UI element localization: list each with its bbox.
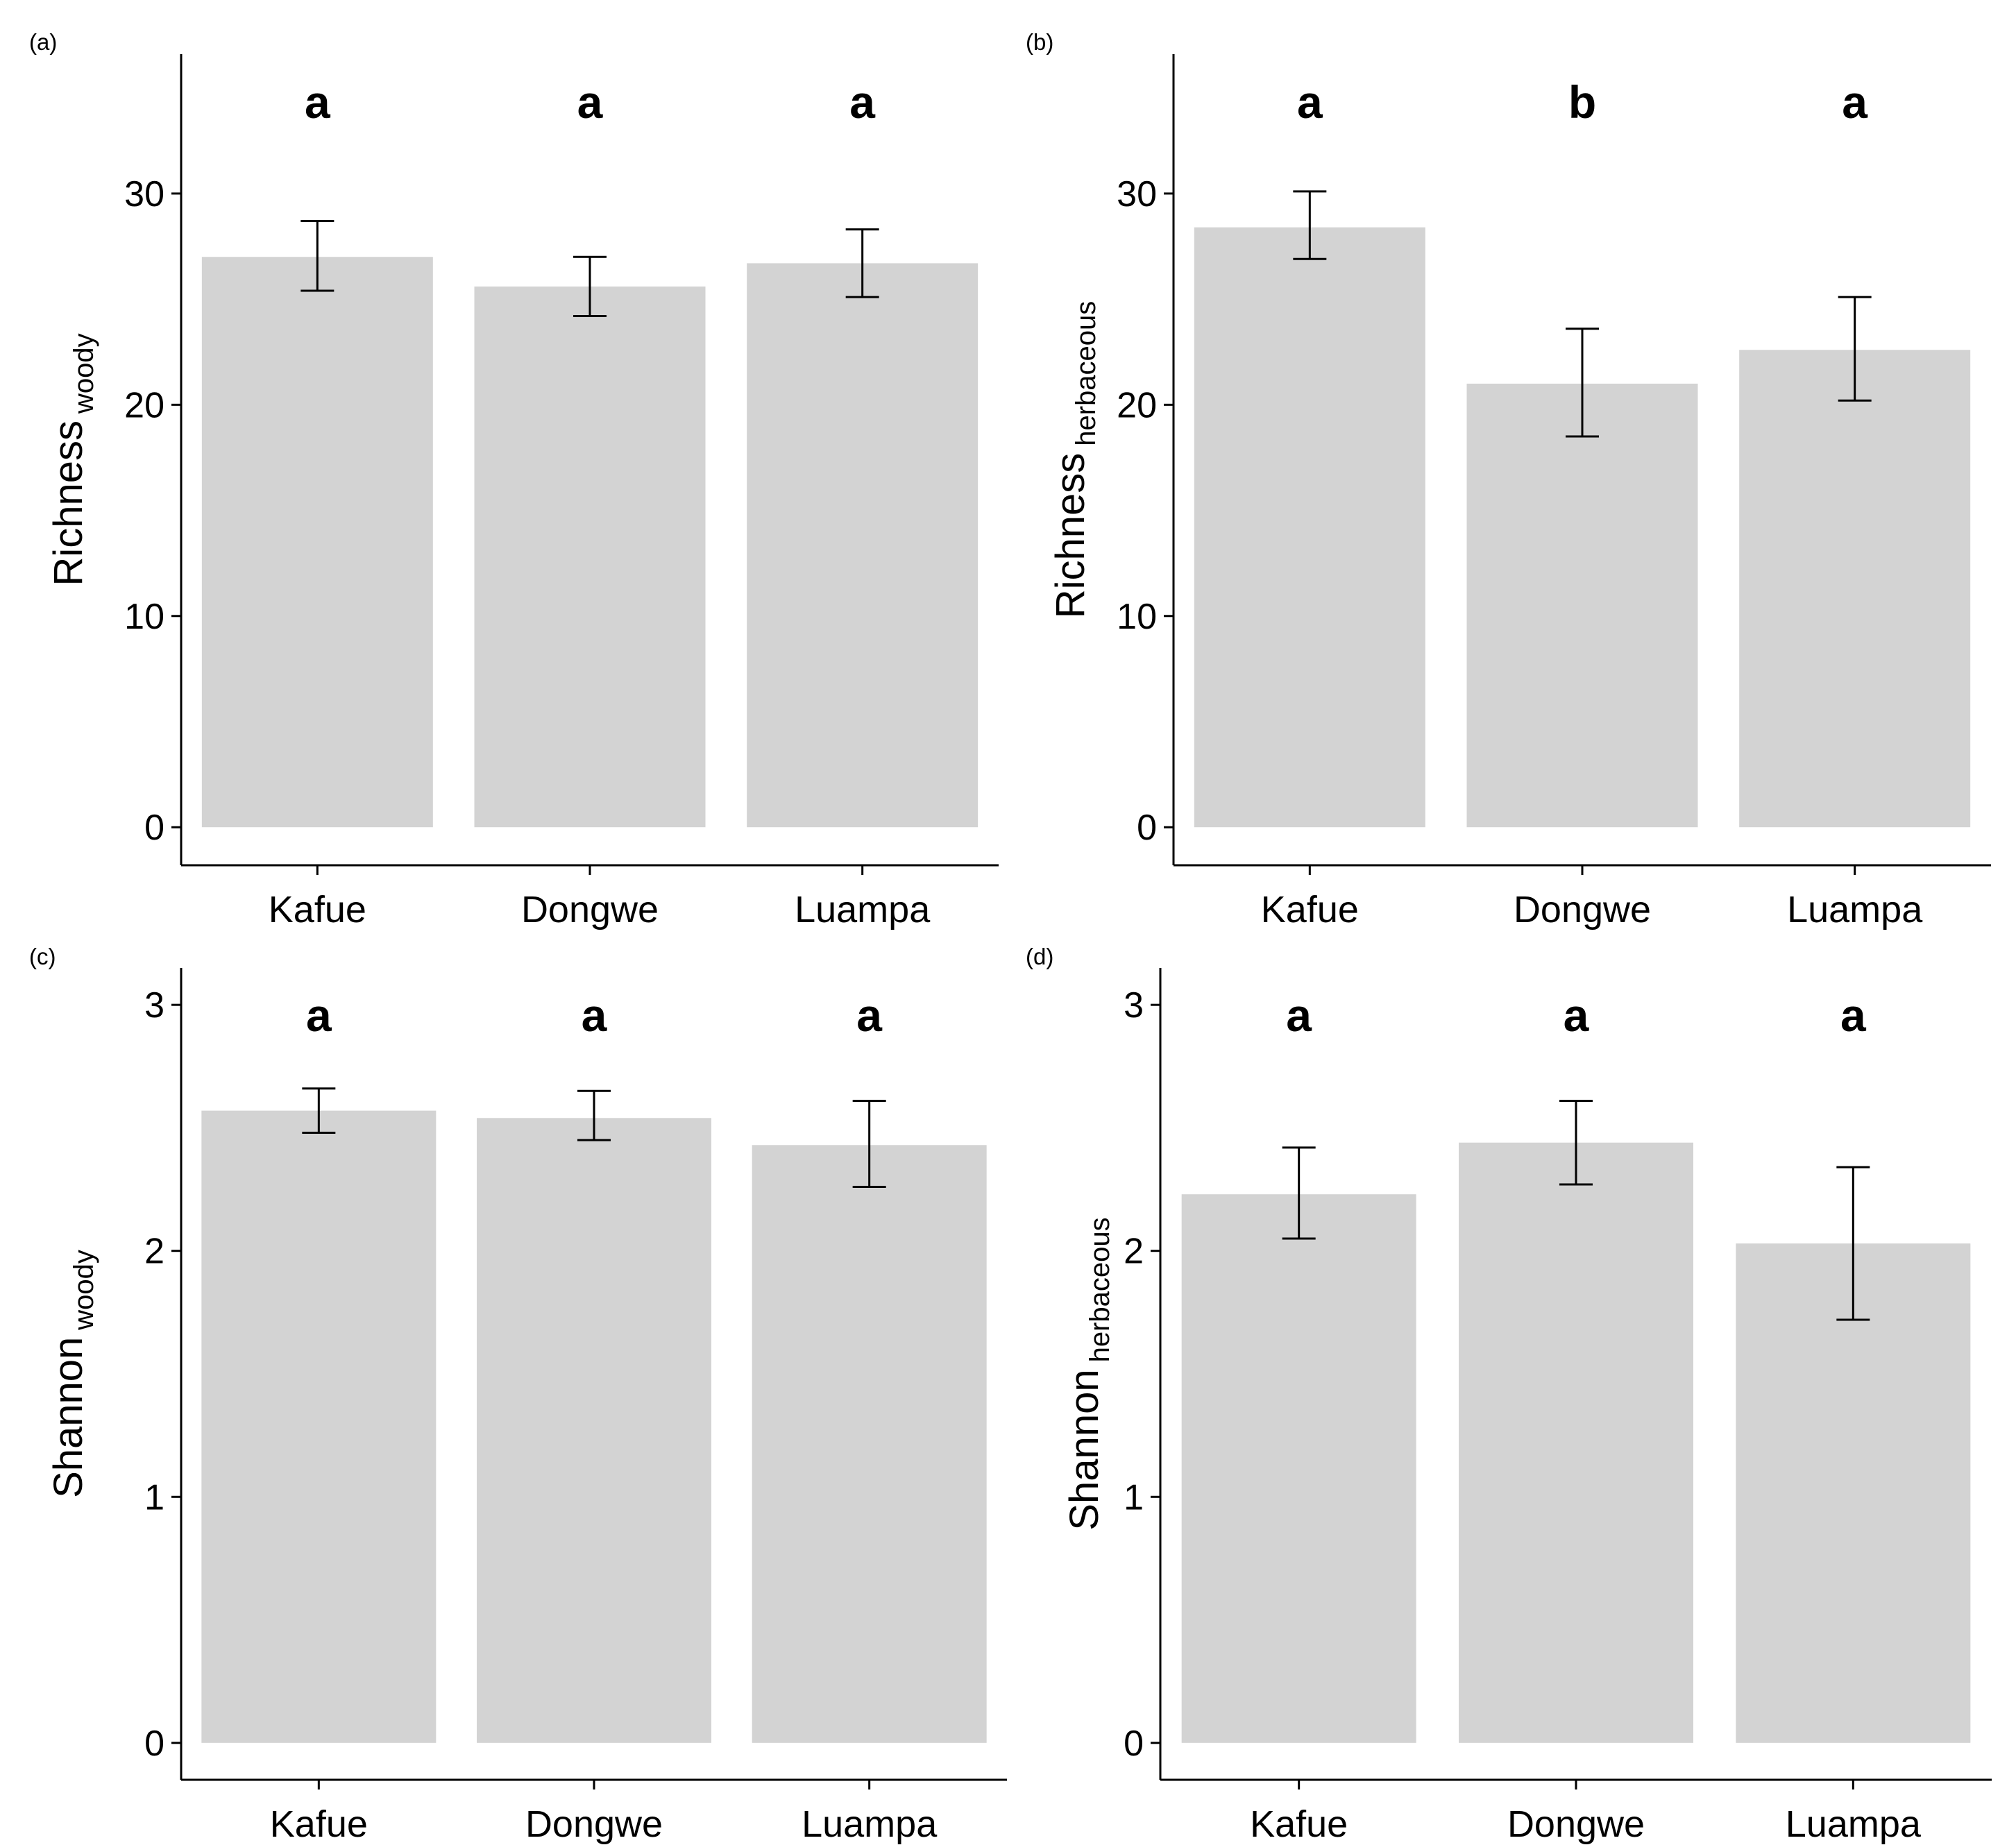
- y-axis-title: Shannon woody: [46, 1250, 99, 1498]
- y-tick-label: 2: [144, 1232, 164, 1272]
- y-axis-title-subscript: herbaceous: [1071, 301, 1101, 446]
- panel-label: (d): [1026, 944, 1053, 969]
- error-bar-dongwe: [577, 1089, 611, 1141]
- y-tick-label: 1: [144, 1477, 164, 1517]
- x-tick-label: Dongwe: [1514, 889, 1651, 930]
- x-tick-label: Kafue: [1250, 1803, 1348, 1845]
- error-bar-dongwe: [1566, 328, 1599, 438]
- y-tick-label: 0: [1137, 808, 1157, 848]
- x-tick-label: Kafue: [270, 1803, 368, 1845]
- x-tick-label: Luampa: [1786, 1803, 1922, 1845]
- y-tick-label: 30: [1117, 174, 1157, 214]
- bar-dongwe: [477, 1118, 711, 1743]
- y-axis-title: Richness woody: [46, 333, 99, 586]
- bar-kafue: [1194, 227, 1425, 828]
- y-tick-label: 3: [1124, 985, 1144, 1026]
- error-bar-kafue: [1293, 190, 1327, 260]
- y-tick-label: 10: [124, 597, 164, 637]
- significance-letter: b: [1568, 76, 1596, 128]
- y-tick-label: 10: [1117, 597, 1157, 637]
- y-tick-label: 3: [144, 985, 164, 1026]
- panel-d: (d) a a a 0 1 2 3 Kafue Dongwe Luampa Shannon herbac…: [1026, 944, 1992, 1845]
- significance-letter: a: [1564, 989, 1590, 1041]
- error-bar-dongwe: [573, 255, 607, 317]
- y-tick-label: 0: [1124, 1724, 1144, 1764]
- x-tick-label: Dongwe: [521, 889, 659, 930]
- y-axis-title-subscript: woody: [69, 333, 99, 414]
- bar-dongwe: [1459, 1142, 1693, 1743]
- significance-letter: a: [306, 989, 332, 1041]
- error-bar-kafue: [300, 219, 334, 292]
- x-tick-label: Luampa: [795, 889, 931, 930]
- error-bar-kafue: [302, 1087, 336, 1134]
- y-axis-title-subscript: woody: [69, 1250, 99, 1331]
- x-tick-label: Luampa: [1787, 889, 1923, 930]
- significance-letter: a: [1842, 76, 1868, 128]
- significance-letter: a: [305, 76, 331, 128]
- y-tick-label: 0: [144, 1724, 164, 1764]
- error-bar-dongwe: [1559, 1099, 1593, 1186]
- panel-c: (c) a a a 0 1 2 3 Kafue Dongwe Luampa Shannon woody: [29, 944, 1007, 1845]
- panel-a: (a) a a a 0 10 20 30 Kafue Dongwe Luampa Richness wo…: [29, 29, 999, 930]
- y-axis-title-main: Richness: [1048, 453, 1093, 619]
- error-bar-kafue: [1282, 1146, 1316, 1240]
- y-axis-title-main: Richness: [46, 420, 91, 586]
- significance-letter: a: [856, 989, 883, 1041]
- y-axis-title: Shannon herbaceous: [1062, 1217, 1115, 1530]
- y-tick-label: 0: [144, 808, 164, 848]
- x-tick-label: Kafue: [1261, 889, 1359, 930]
- bar-kafue: [201, 1110, 437, 1743]
- bar-kafue: [201, 257, 433, 828]
- y-tick-label: 20: [1117, 385, 1157, 425]
- x-tick-label: Dongwe: [525, 1803, 663, 1845]
- significance-letter: a: [582, 989, 608, 1041]
- significance-letter: a: [1286, 989, 1312, 1041]
- x-tick-label: Dongwe: [1507, 1803, 1645, 1845]
- panel-label: (a): [29, 29, 57, 55]
- bar-luampa: [1739, 350, 1971, 828]
- significance-letter: a: [1840, 989, 1867, 1041]
- y-tick-label: 20: [124, 385, 164, 425]
- significance-letter: a: [577, 76, 604, 128]
- y-tick-label: 1: [1124, 1477, 1144, 1517]
- error-bar-luampa: [1838, 296, 1872, 402]
- y-axis-title-main: Shannon: [46, 1337, 91, 1498]
- y-axis-title-subscript: herbaceous: [1085, 1217, 1115, 1362]
- error-bar-luampa: [845, 228, 879, 298]
- bar-luampa: [747, 263, 979, 828]
- y-axis-title: Richness herbaceous: [1048, 301, 1101, 619]
- significance-letter: a: [1297, 76, 1323, 128]
- y-axis-title-main: Shannon: [1062, 1369, 1107, 1530]
- significance-letter: a: [849, 76, 876, 128]
- panel-b: (b) a b a 0 10 20 30 Kafue Dongwe Luampa Richness he…: [1026, 29, 1991, 930]
- y-tick-label: 2: [1124, 1232, 1144, 1272]
- error-bar-luampa: [1836, 1166, 1870, 1321]
- error-bar-luampa: [852, 1099, 886, 1189]
- panel-label: (b): [1026, 29, 1053, 55]
- bar-dongwe: [1466, 383, 1698, 828]
- bar-kafue: [1181, 1194, 1416, 1743]
- x-tick-label: Kafue: [269, 889, 366, 930]
- panel-label: (c): [29, 944, 56, 969]
- y-tick-label: 30: [124, 174, 164, 214]
- x-tick-label: Luampa: [802, 1803, 938, 1845]
- bar-luampa: [1736, 1243, 1971, 1743]
- bar-luampa: [752, 1145, 987, 1743]
- bar-dongwe: [474, 286, 706, 828]
